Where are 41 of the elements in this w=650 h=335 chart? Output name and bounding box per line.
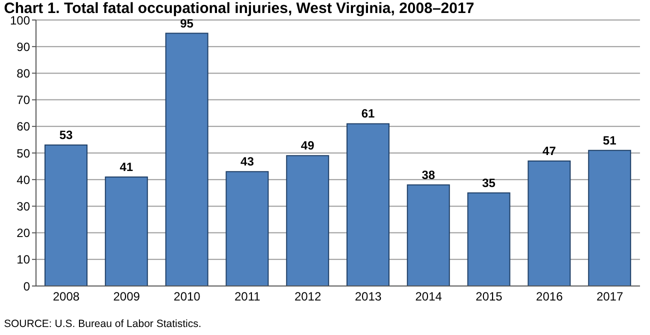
y-tick-label: 80	[16, 66, 30, 80]
data-label: 95	[180, 16, 194, 30]
data-label: 47	[542, 144, 556, 158]
y-tick-label: 60	[16, 120, 30, 134]
source-note: SOURCE: U.S. Bureau of Labor Statistics.	[4, 318, 202, 330]
bar	[588, 150, 632, 286]
y-tick-label: 10	[16, 252, 30, 267]
y-tick-label: 30	[16, 199, 30, 214]
x-tick-label: 2010	[174, 290, 201, 304]
bar	[165, 32, 208, 286]
bar	[226, 171, 269, 286]
y-tick-label: 70	[16, 93, 30, 108]
data-label: 35	[482, 176, 496, 190]
bar	[346, 123, 390, 286]
x-tick-label: 2015	[476, 290, 503, 304]
data-label: 53	[59, 128, 73, 142]
x-tick-label: 2012	[294, 290, 322, 304]
bar	[44, 144, 88, 286]
x-tick-label: 2009	[113, 290, 140, 304]
y-tick-label: 40	[16, 172, 30, 187]
data-label: 41	[120, 160, 134, 174]
data-label: 43	[240, 154, 254, 169]
data-label: 38	[422, 168, 436, 182]
bar	[104, 176, 148, 286]
x-tick-label: 2011	[234, 290, 261, 304]
y-tick-label: 20	[16, 226, 30, 240]
x-tick-label: 2013	[354, 290, 382, 304]
x-tick-label: 2014	[415, 290, 442, 304]
x-tick-label: 2017	[596, 290, 624, 304]
bar	[528, 160, 571, 286]
data-label: 49	[300, 138, 315, 153]
data-label: 61	[361, 106, 375, 121]
y-tick-label: 90	[16, 40, 30, 54]
x-tick-label: 2008	[52, 290, 80, 304]
y-tick-label: 50	[16, 146, 30, 160]
y-tick-label: 0	[23, 279, 30, 294]
bar	[286, 155, 330, 286]
data-label: 51	[602, 133, 617, 148]
x-tick-label: 2016	[536, 290, 564, 304]
bar	[467, 192, 510, 286]
bar	[406, 184, 450, 286]
